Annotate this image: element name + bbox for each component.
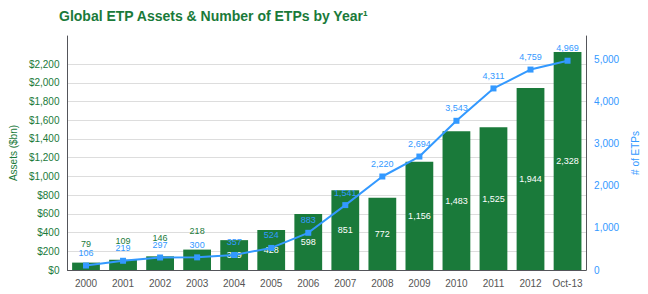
svg-text:2012: 2012 xyxy=(519,278,542,289)
svg-text:79: 79 xyxy=(81,239,91,250)
svg-text:218: 218 xyxy=(190,226,205,236)
svg-text:524: 524 xyxy=(264,230,279,240)
svg-text:4,759: 4,759 xyxy=(519,52,542,62)
svg-text:$0: $0 xyxy=(48,265,60,276)
svg-text:$400: $400 xyxy=(37,227,60,238)
svg-text:2010: 2010 xyxy=(445,278,468,289)
svg-text:$1,000: $1,000 xyxy=(29,171,60,182)
svg-text:219: 219 xyxy=(116,243,131,253)
svg-text:$800: $800 xyxy=(37,190,60,201)
svg-text:109: 109 xyxy=(115,236,131,247)
svg-text:772: 772 xyxy=(375,229,390,239)
svg-text:2007: 2007 xyxy=(334,278,357,289)
svg-text:$1,600: $1,600 xyxy=(29,115,60,126)
svg-text:2008: 2008 xyxy=(371,278,394,289)
svg-text:297: 297 xyxy=(153,240,168,250)
svg-text:# of ETPs: # of ETPs xyxy=(630,131,641,175)
svg-text:$1,400: $1,400 xyxy=(29,133,60,144)
svg-text:4,000: 4,000 xyxy=(594,96,619,107)
svg-text:300: 300 xyxy=(190,240,205,250)
svg-text:1,541: 1,541 xyxy=(334,188,357,198)
svg-text:2006: 2006 xyxy=(297,278,320,289)
svg-text:4,311: 4,311 xyxy=(483,71,505,81)
svg-text:2005: 2005 xyxy=(260,278,283,289)
svg-text:2009: 2009 xyxy=(408,278,431,289)
svg-text:106: 106 xyxy=(78,248,93,258)
svg-text:0: 0 xyxy=(594,265,600,276)
svg-text:2011: 2011 xyxy=(483,278,505,289)
svg-text:Oct-13: Oct-13 xyxy=(553,278,583,289)
svg-text:2,000: 2,000 xyxy=(594,180,619,191)
svg-text:2002: 2002 xyxy=(149,278,172,289)
svg-text:1,525: 1,525 xyxy=(482,194,505,204)
svg-text:5,000: 5,000 xyxy=(594,54,619,65)
svg-text:598: 598 xyxy=(301,237,316,247)
svg-text:146: 146 xyxy=(152,232,168,243)
svg-text:2004: 2004 xyxy=(223,278,246,289)
svg-text:428: 428 xyxy=(263,245,279,255)
svg-text:2000: 2000 xyxy=(75,278,98,289)
svg-text:357: 357 xyxy=(227,237,242,247)
svg-text:2003: 2003 xyxy=(186,278,209,289)
svg-text:$2,200: $2,200 xyxy=(29,59,60,70)
svg-text:2,328: 2,328 xyxy=(556,156,579,166)
svg-text:$600: $600 xyxy=(37,208,60,219)
svg-text:3,543: 3,543 xyxy=(445,103,468,113)
svg-text:1,156: 1,156 xyxy=(408,211,431,221)
svg-text:Assets ($bn): Assets ($bn) xyxy=(8,125,19,181)
svg-text:883: 883 xyxy=(301,215,316,225)
svg-text:Global ETP Assets & Number of: Global ETP Assets & Number of ETPs by Ye… xyxy=(59,8,368,24)
svg-text:3,000: 3,000 xyxy=(594,138,619,149)
svg-text:$1,200: $1,200 xyxy=(29,152,60,163)
svg-text:2,694: 2,694 xyxy=(408,139,431,149)
svg-text:1,000: 1,000 xyxy=(594,222,619,233)
svg-text:1,944: 1,944 xyxy=(519,174,542,184)
svg-text:2,220: 2,220 xyxy=(371,159,394,169)
svg-text:1,483: 1,483 xyxy=(445,196,468,206)
svg-text:$200: $200 xyxy=(37,246,60,257)
svg-text:851: 851 xyxy=(338,225,353,235)
svg-text:2001: 2001 xyxy=(112,278,135,289)
svg-text:$1,800: $1,800 xyxy=(29,96,60,107)
svg-text:319: 319 xyxy=(226,250,242,261)
svg-text:4,969: 4,969 xyxy=(556,43,579,53)
svg-text:$2,000: $2,000 xyxy=(29,77,60,88)
